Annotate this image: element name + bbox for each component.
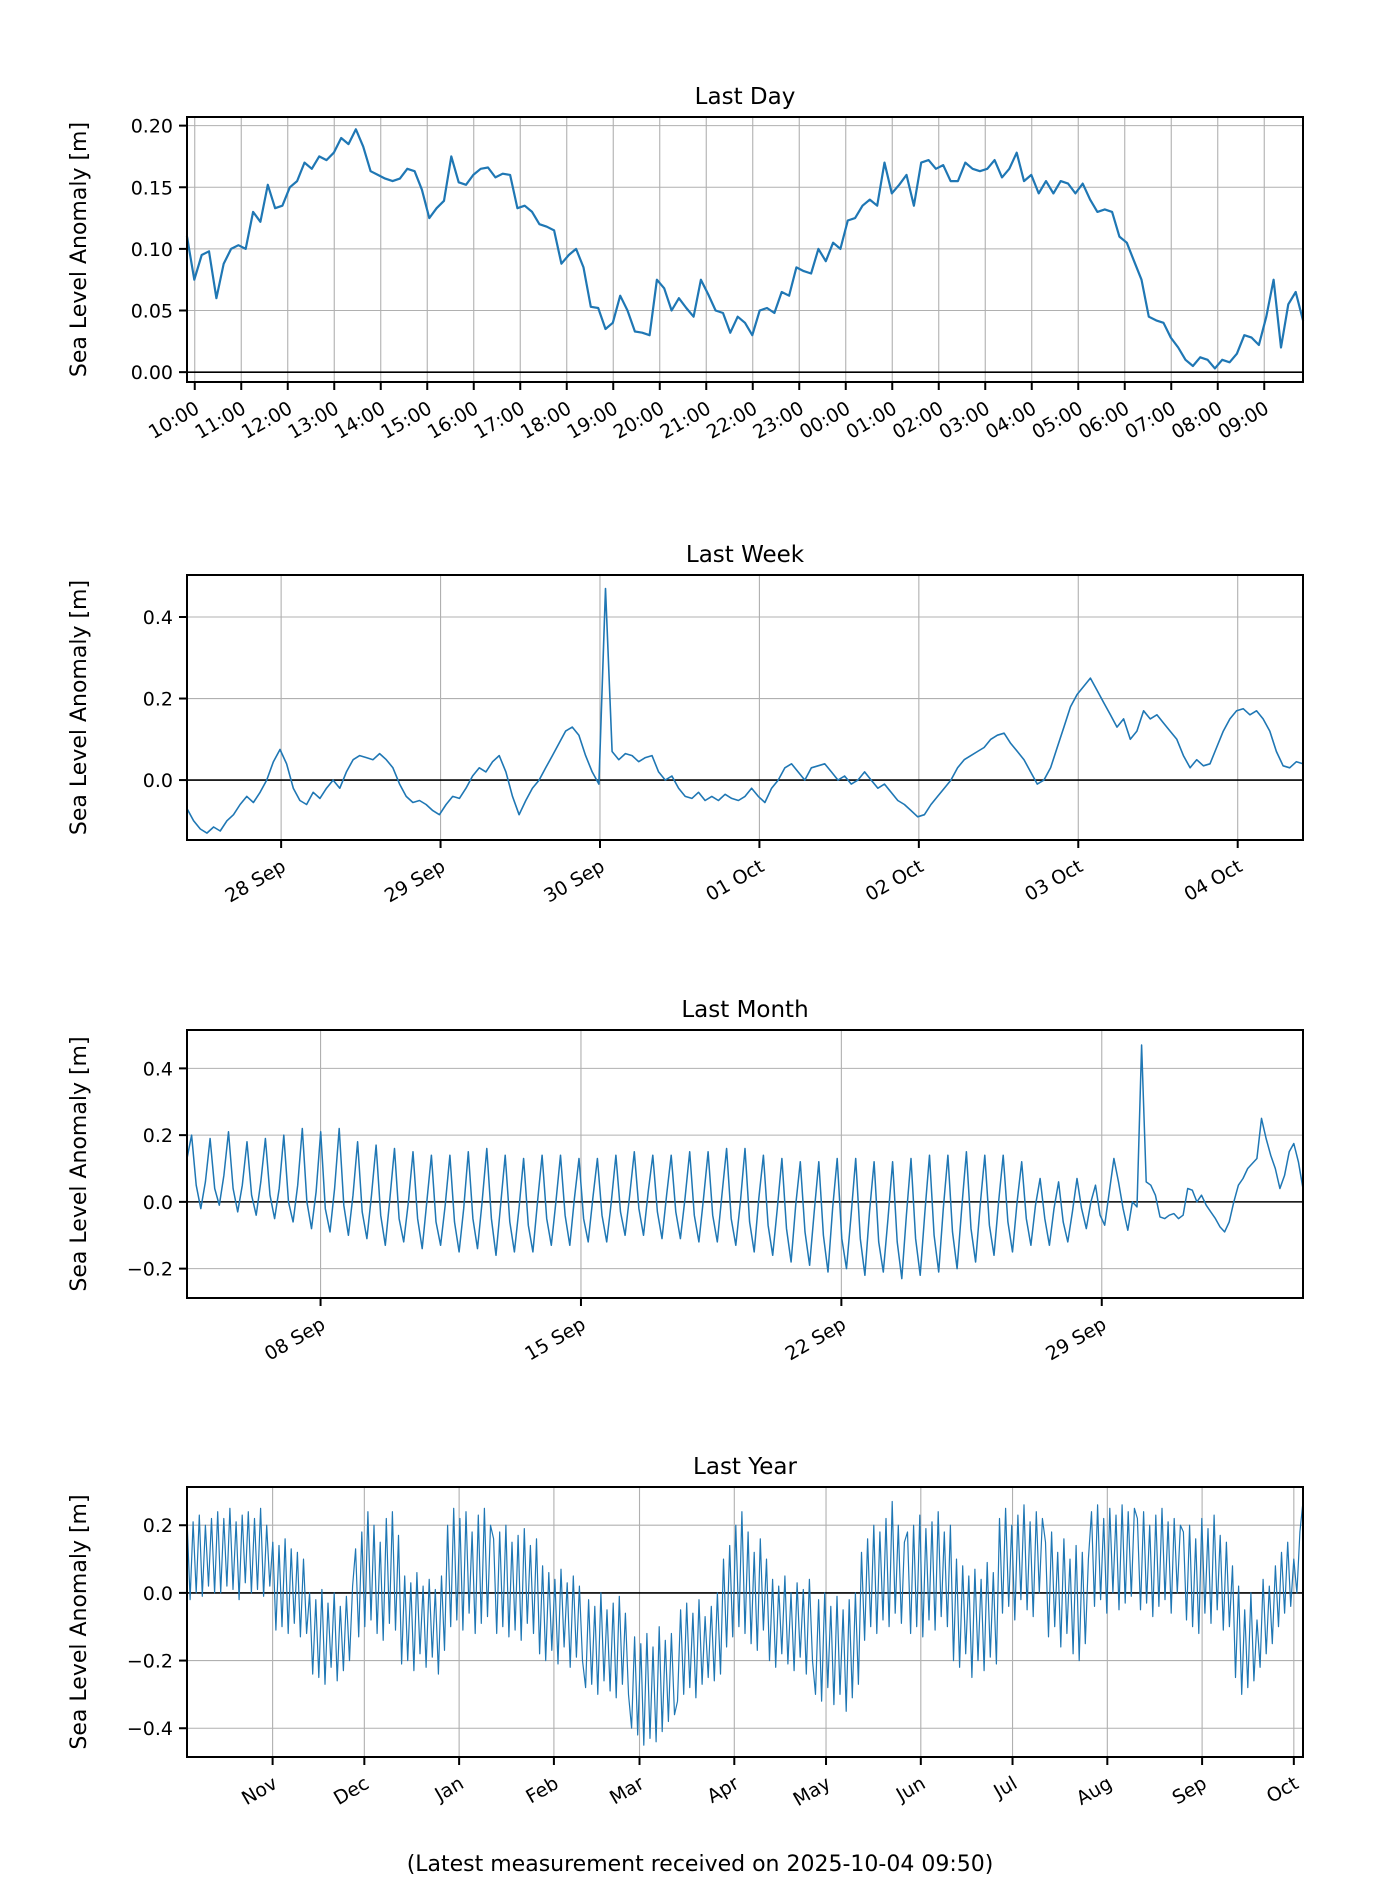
chart-last-week: 28 Sep 29 Sep 30 Sep 01 Oct 02 Oct 03 Oct 04 O…	[67, 542, 1304, 907]
chart-title: Last Day	[695, 84, 796, 110]
chart-title: Last Month	[681, 997, 808, 1023]
x-tick-label: 15:00	[377, 397, 435, 443]
x-tick-label: 18:00	[517, 397, 575, 443]
y-tick-label: 0.0	[143, 770, 173, 792]
x-tick-label: 04:00	[982, 397, 1040, 443]
y-axis-label: Sea Level Anomaly [m]	[67, 122, 92, 377]
y-axis-label: Sea Level Anomaly [m]	[67, 1494, 92, 1749]
chart-last-day: 10:0011:0012:0013:0014:0015:0016:0017:00…	[67, 84, 1305, 444]
x-tick-label: 05:00	[1028, 397, 1086, 443]
x-tick-label: Oct	[1263, 1772, 1302, 1807]
y-tick-label: −0.4	[127, 1718, 173, 1740]
x-tick-label: May	[790, 1772, 835, 1811]
x-tick-label: 06:00	[1075, 397, 1133, 443]
x-tick-label: Feb	[522, 1772, 562, 1808]
x-tick-label: 00:00	[796, 397, 854, 443]
x-tick-label: 21:00	[656, 397, 714, 443]
x-tick-label: 10:00	[145, 397, 203, 443]
x-tick-label: 19:00	[563, 397, 621, 443]
x-tick-label: Aug	[1073, 1772, 1116, 1810]
y-tick-label: 0.05	[131, 301, 173, 323]
chart-last-year: Nov Dec Jan Feb Mar Apr May Jun Jul Aug Sep Oct −0.4…	[67, 1454, 1304, 1811]
x-tick-label: 22 Sep	[782, 1313, 850, 1365]
x-tick-label: 16:00	[424, 397, 482, 443]
x-tick-label: 02:00	[889, 397, 947, 443]
series-line-sea-level-anomaly	[186, 587, 1304, 834]
series-line-sea-level-anomaly	[186, 1044, 1304, 1280]
x-tick-label: 30 Sep	[540, 855, 608, 907]
axes-frame	[186, 1486, 1304, 1758]
x-tick-label: 14:00	[331, 397, 389, 443]
y-tick-label: −0.2	[127, 1651, 173, 1673]
x-tick-label: Mar	[606, 1772, 648, 1809]
y-tick-label: −0.2	[127, 1259, 173, 1281]
series-line-sea-level-anomaly	[186, 1500, 1304, 1746]
latest-measurement-caption: (Latest measurement received on 2025-10-…	[406, 1852, 994, 1877]
axes-frame	[186, 1029, 1304, 1299]
x-tick-label: 15 Sep	[521, 1313, 589, 1365]
y-axis-label: Sea Level Anomaly [m]	[67, 1036, 92, 1291]
x-tick-label: 29 Sep	[1042, 1313, 1110, 1365]
x-tick-label: 03 Oct	[1021, 855, 1087, 906]
x-tick-label: 22:00	[703, 397, 761, 443]
x-tick-label: 23:00	[749, 397, 807, 443]
chart-last-month: 08 Sep 15 Sep 22 Sep 29 Sep −0.2 0.0 0.2 0.4 Las…	[67, 997, 1304, 1365]
x-tick-label: 09:00	[1214, 397, 1272, 443]
x-tick-label: Jun	[892, 1772, 930, 1806]
x-tick-label: Jul	[989, 1772, 1021, 1803]
chart-title: Last Week	[686, 542, 805, 568]
chart-title: Last Year	[693, 1454, 797, 1480]
y-tick-label: 0.20	[131, 116, 173, 138]
y-tick-label: 0.0	[143, 1192, 173, 1214]
y-tick-label: 0.10	[131, 239, 173, 261]
y-tick-label: 0.2	[143, 689, 173, 711]
axes-frame	[186, 574, 1304, 841]
x-tick-label: Jan	[430, 1772, 467, 1806]
x-tick-label: 12:00	[238, 397, 296, 443]
x-tick-label: 02 Oct	[862, 855, 928, 906]
x-tick-label: 01 Oct	[702, 855, 768, 906]
y-tick-label: 0.2	[143, 1515, 173, 1537]
x-tick-label: 11:00	[191, 397, 249, 443]
x-tick-label: 04 Oct	[1181, 855, 1247, 906]
x-tick-label: Dec	[330, 1772, 373, 1809]
x-tick-label: Nov	[238, 1772, 281, 1810]
y-axis-label: Sea Level Anomaly [m]	[67, 580, 92, 835]
x-tick-label: 03:00	[935, 397, 993, 443]
y-tick-label: 0.2	[143, 1125, 173, 1147]
x-tick-label: 07:00	[1121, 397, 1179, 443]
x-tick-label: Sep	[1169, 1772, 1211, 1809]
y-tick-label: 0.4	[143, 1058, 173, 1080]
x-tick-label: 01:00	[842, 397, 900, 443]
x-tick-label: Apr	[703, 1772, 743, 1808]
y-tick-label: 0.4	[143, 607, 173, 629]
series-line-sea-level-anomaly	[185, 128, 1305, 370]
charts-canvas: 10:0011:0012:0013:0014:0015:0016:0017:00…	[67, 84, 1305, 1811]
x-tick-label: 29 Sep	[381, 855, 449, 907]
x-tick-label: 08:00	[1168, 397, 1226, 443]
x-tick-label: 17:00	[470, 397, 528, 443]
axes-frame	[186, 116, 1304, 383]
x-tick-label: 20:00	[610, 397, 668, 443]
x-tick-label: 13:00	[284, 397, 342, 443]
y-tick-label: 0.0	[143, 1583, 173, 1605]
y-tick-label: 0.00	[131, 362, 173, 384]
x-tick-label: 08 Sep	[261, 1313, 329, 1365]
y-tick-label: 0.15	[131, 177, 173, 199]
x-tick-label: 28 Sep	[221, 855, 289, 907]
